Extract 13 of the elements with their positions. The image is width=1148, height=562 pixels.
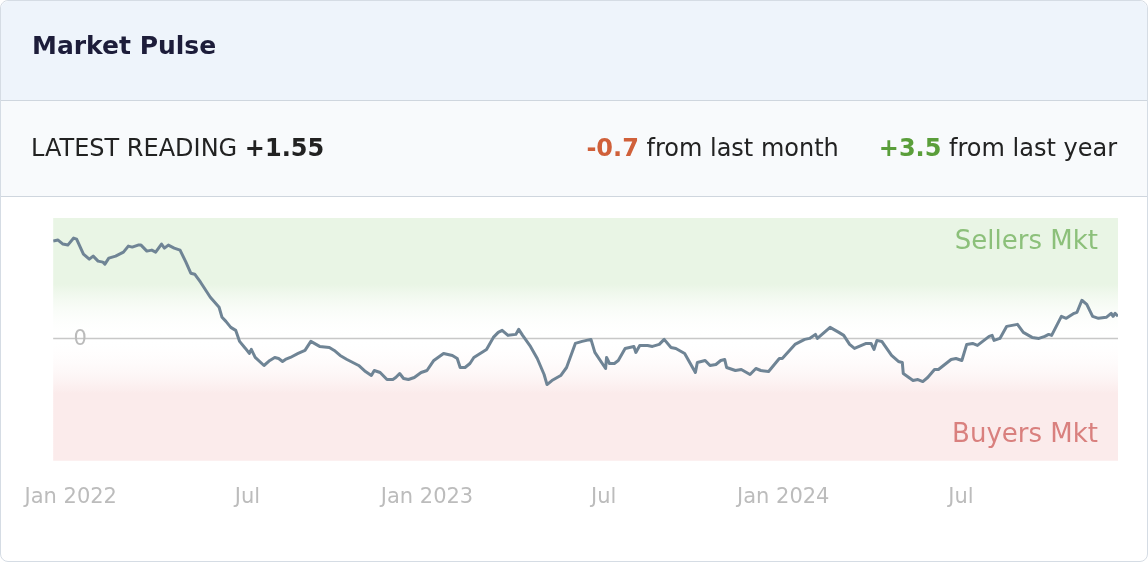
x-tick-label: Jan 2024 xyxy=(734,483,830,508)
x-tick-label: Jul xyxy=(946,483,974,508)
x-tick-label: Jan 2023 xyxy=(378,483,474,508)
text: +3.5 from last year xyxy=(878,134,1117,162)
ref-line-label: 0 xyxy=(73,325,87,350)
x-tick-label: Jul xyxy=(588,483,617,508)
x-tick-label: Jul xyxy=(232,483,261,508)
band-label: Buyers Mkt xyxy=(952,417,1098,448)
chart-title: Market Pulse xyxy=(32,31,217,60)
text: LATEST READING +1.55 xyxy=(31,134,325,162)
text: -0.7 from last month xyxy=(586,134,839,162)
band-label: Sellers Mkt xyxy=(954,224,1098,255)
x-tick-label: Jan 2022 xyxy=(22,483,117,508)
